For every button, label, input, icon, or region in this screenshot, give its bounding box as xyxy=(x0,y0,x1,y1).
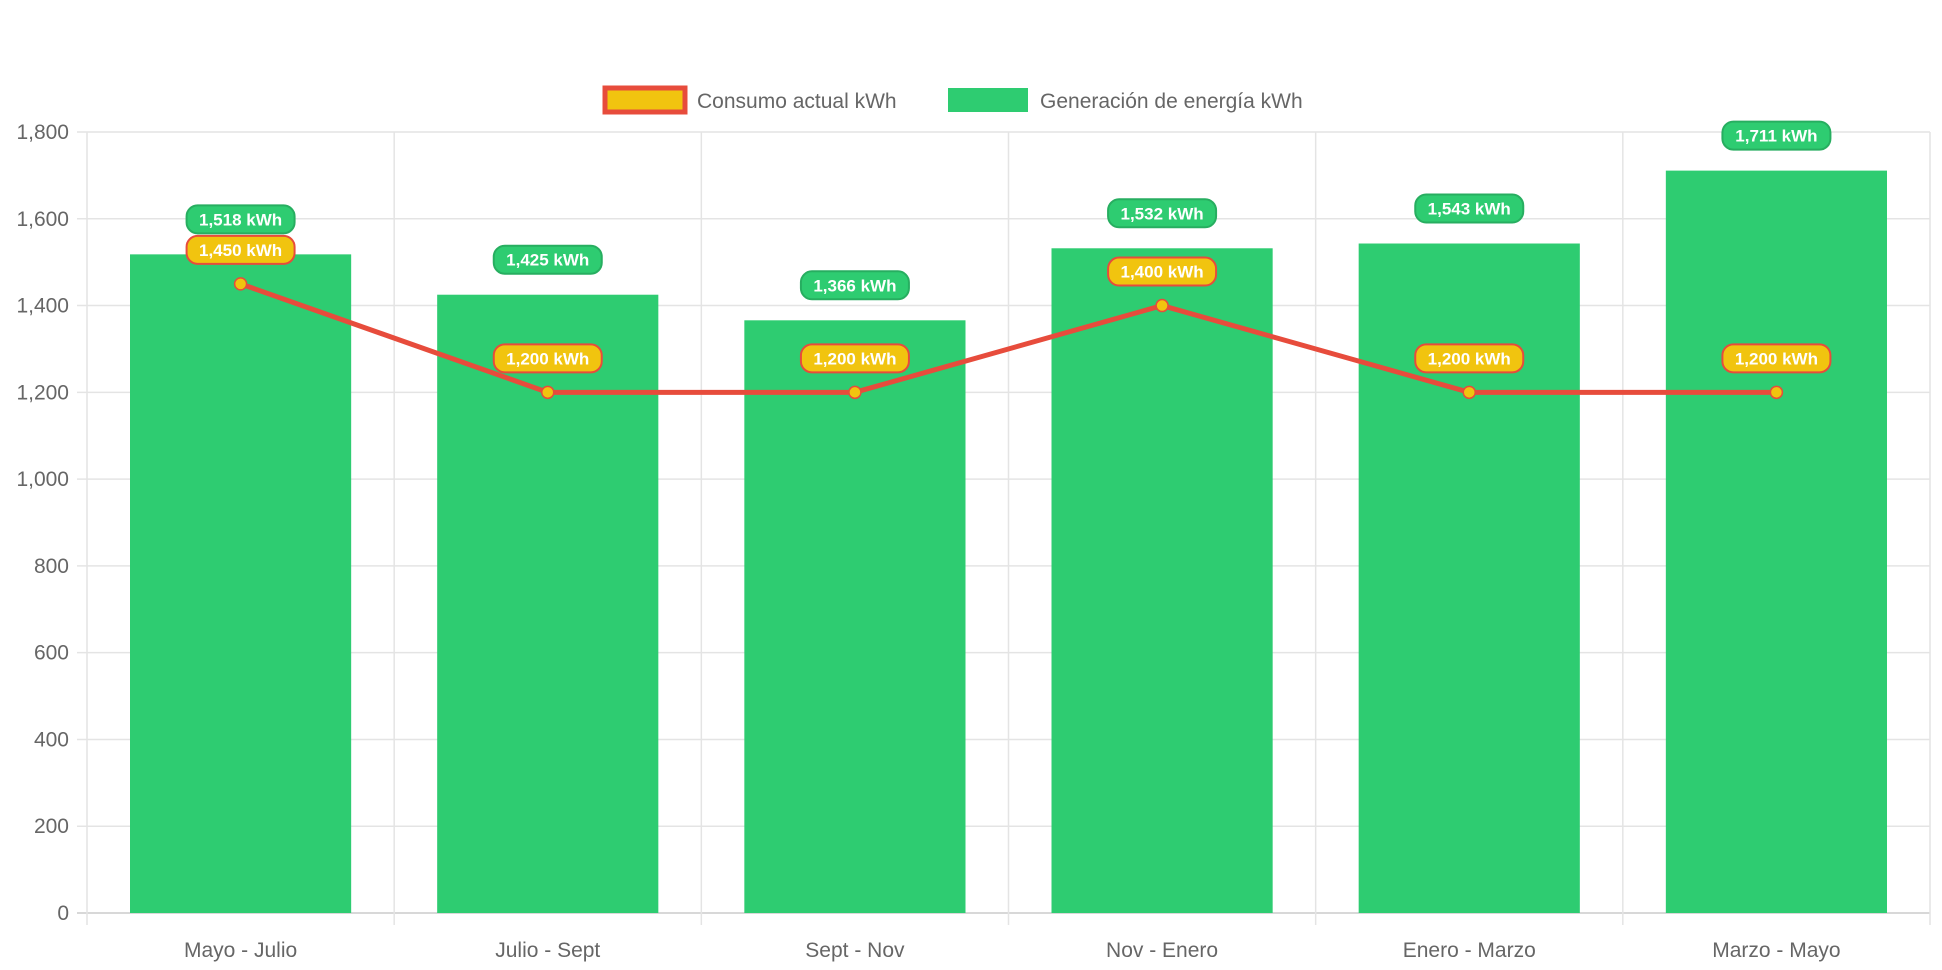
legend-label-consumo: Consumo actual kWh xyxy=(697,90,897,113)
data-label-generacion-bg xyxy=(185,204,296,235)
data-label-consumo: 1,200 kWh xyxy=(1735,349,1818,368)
data-label-generacion: 1,532 kWh xyxy=(1121,204,1204,223)
x-tick-label: Enero - Marzo xyxy=(1403,939,1536,962)
line-point xyxy=(1769,385,1784,400)
bar-generacion xyxy=(1051,248,1273,913)
data-label-generacion: 1,425 kWh xyxy=(506,251,589,270)
y-tick-label: 1,200 xyxy=(16,381,69,404)
bar-generacion xyxy=(130,254,352,913)
bar-generacion xyxy=(1665,170,1887,914)
legend-swatch-generacion xyxy=(948,88,1028,112)
data-label-consumo-bg xyxy=(492,343,603,374)
data-label-consumo-bg xyxy=(1107,256,1218,287)
data-label-generacion: 1,543 kWh xyxy=(1428,200,1511,219)
data-label-generacion: 1,366 kWh xyxy=(813,276,896,295)
data-label-consumo: 1,200 kWh xyxy=(506,349,589,368)
line-point xyxy=(541,385,555,400)
line-point xyxy=(848,385,862,400)
data-label-consumo: 1,200 kWh xyxy=(1428,349,1511,368)
data-label-generacion: 1,518 kWh xyxy=(199,210,282,229)
x-tick-label: Julio - Sept xyxy=(495,939,600,962)
data-label-generacion: 1,711 kWh xyxy=(1735,127,1817,146)
y-tick-label: 600 xyxy=(34,642,69,665)
y-tick-label: 1,000 xyxy=(16,468,69,491)
y-tick-label: 800 xyxy=(34,555,69,578)
legend-label-generacion: Generación de energía kWh xyxy=(1040,90,1303,113)
data-label-generacion-bg xyxy=(1107,198,1218,229)
data-label-consumo: 1,450 kWh xyxy=(199,241,282,260)
x-tick-label: Marzo - Mayo xyxy=(1712,939,1840,962)
data-label-consumo-bg xyxy=(185,234,296,265)
y-tick-label: 400 xyxy=(34,728,69,751)
data-label-consumo-bg xyxy=(799,343,910,374)
x-tick-label: Nov - Enero xyxy=(1106,939,1218,962)
x-tick-label: Mayo - Julio xyxy=(184,939,297,962)
data-label-consumo-bg xyxy=(1721,343,1832,374)
data-label-generacion-bg xyxy=(492,244,603,275)
y-tick-label: 200 xyxy=(34,815,69,838)
x-tick-label: Sept - Nov xyxy=(805,939,905,962)
line-point xyxy=(1462,385,1476,400)
y-tick-label: 1,600 xyxy=(16,208,69,231)
legend-swatch-consumo xyxy=(602,85,688,115)
line-point xyxy=(1155,298,1169,313)
data-label-generacion-bg xyxy=(1414,193,1525,224)
bar-generacion xyxy=(744,320,966,914)
y-tick-label: 0 xyxy=(57,902,69,925)
y-tick-label: 1,400 xyxy=(16,295,69,318)
line-point xyxy=(233,277,248,291)
data-label-consumo: 1,200 kWh xyxy=(813,349,896,368)
y-tick-label: 1,800 xyxy=(16,121,69,144)
data-label-consumo: 1,400 kWh xyxy=(1121,263,1204,282)
line-consumo xyxy=(239,281,1777,395)
data-label-consumo-bg xyxy=(1414,343,1525,374)
data-label-generacion-bg xyxy=(1721,120,1832,151)
data-label-generacion-bg xyxy=(799,270,910,301)
